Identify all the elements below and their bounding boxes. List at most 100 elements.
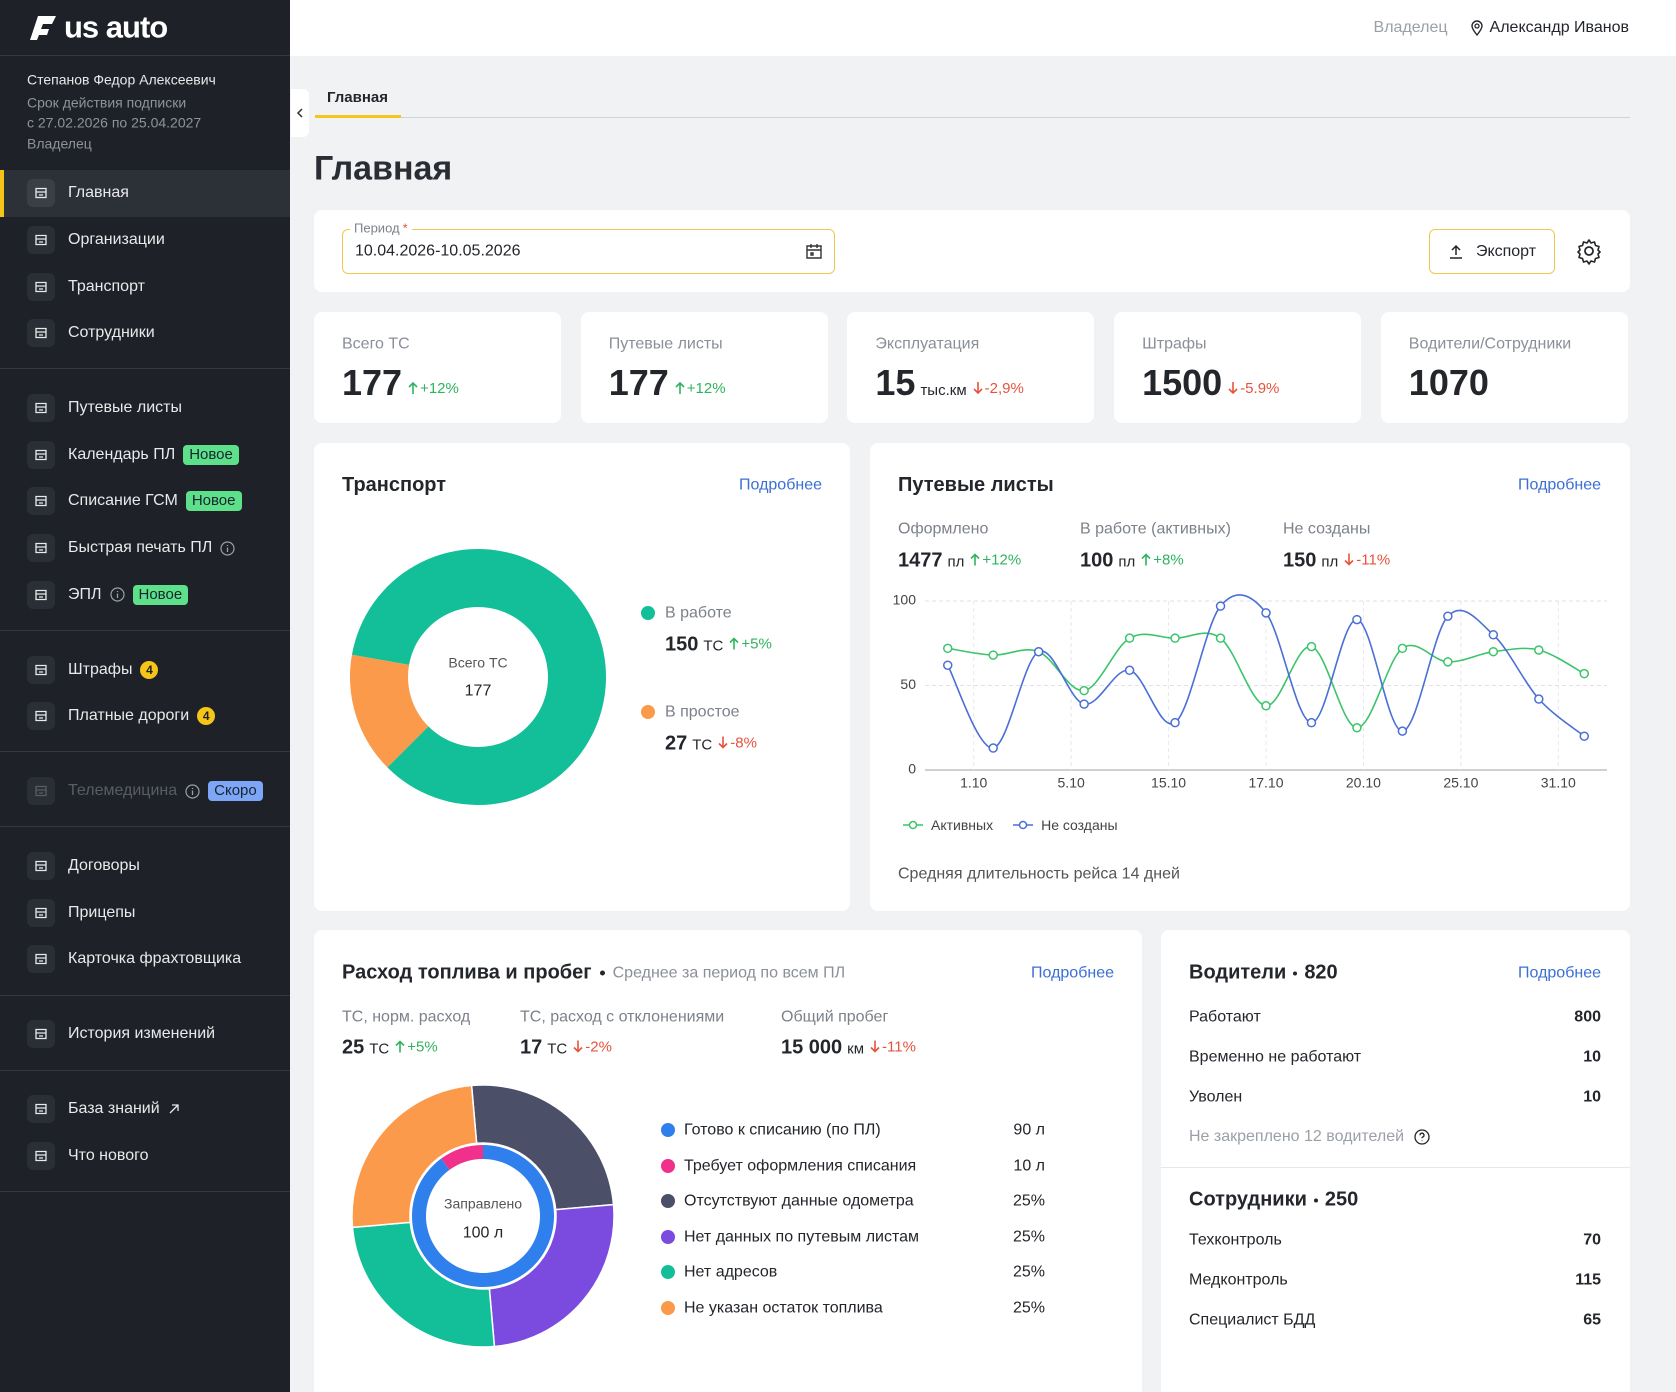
- legend-label: Требует оформления списания: [684, 1156, 917, 1174]
- nav-icon-glyph-part: [35, 861, 47, 872]
- nav-label-row: Быстрая печать ПЛ: [68, 539, 235, 557]
- series-point: [1579, 731, 1590, 741]
- stat-label: Не созданы: [1283, 520, 1371, 538]
- brand: us auto: [64, 9, 168, 45]
- nav-label-row: Прицепы: [68, 904, 135, 922]
- delta-value: -8%: [730, 734, 757, 751]
- delta-value: -5.9%: [1240, 379, 1280, 397]
- nav-item[interactable]: Быстрая печать ПЛ: [0, 525, 290, 572]
- y-tick-label: 100: [893, 592, 917, 608]
- nav-item[interactable]: ЭПЛ Новое: [0, 571, 290, 618]
- nav-item[interactable]: Прицепы: [0, 890, 290, 937]
- nav-item[interactable]: Организации: [0, 217, 290, 264]
- staff-title: Сотрудники: [1189, 1188, 1307, 1211]
- nav-item[interactable]: Что нового: [0, 1133, 290, 1180]
- trend-arrow-part: [675, 381, 685, 394]
- collapse-button[interactable]: [291, 89, 309, 137]
- staff-row-value: 115: [1575, 1271, 1601, 1289]
- stat-value-row: 15 000 км -11%: [781, 1037, 916, 1060]
- tab[interactable]: Главная: [327, 89, 389, 106]
- trend-arrow-part: [408, 381, 418, 394]
- nav-item[interactable]: База знаний: [0, 1086, 290, 1133]
- more-link[interactable]: Подробнее: [1518, 964, 1601, 982]
- donut-center-value: 100 л: [462, 1224, 504, 1242]
- card-title: Расход топлива и пробег: [342, 961, 592, 984]
- nav-label-row: Карточка фрахтовщика: [68, 950, 241, 968]
- staff-row-label: Специалист БДД: [1189, 1311, 1316, 1329]
- kpi-label: Всего ТС: [342, 335, 410, 353]
- nav-icon-glyph-part: [35, 234, 47, 246]
- nav-item[interactable]: Списание ГСМ Новое: [0, 478, 290, 525]
- external-icon: [169, 1104, 179, 1114]
- donut-center-label: Всего ТС: [448, 654, 508, 671]
- stat-value-row: 15 тыс.км -2,9%: [875, 362, 1023, 404]
- more-link[interactable]: Подробнее: [1518, 476, 1601, 494]
- line-chart: 0 50 100 1.10 5.10 15.10 17.10 20.10 25.10 31.10: [893, 592, 1607, 791]
- period-label-row: Период *: [350, 220, 412, 236]
- stat-value-row: 150 ТС +5%: [665, 634, 772, 657]
- nav-label: Календарь ПЛ: [68, 445, 176, 463]
- settings-button[interactable]: [1575, 237, 1603, 265]
- staff-row-label: Техконтроль: [1189, 1231, 1282, 1249]
- sidebar: us auto Степанов Федор Алексеевич Срок дей…: [0, 0, 290, 1392]
- nav-icon-glyph: [35, 403, 47, 414]
- x-tick-label: 25.10: [1443, 775, 1478, 791]
- nav-icon-glyph-part: [35, 711, 47, 722]
- trend-arrow: [1228, 382, 1238, 395]
- trend-arrow-part: [718, 736, 728, 749]
- nav-icon-glyph-part: [35, 589, 47, 600]
- stat-unit: пл: [1118, 553, 1136, 571]
- series-point: [1124, 665, 1135, 676]
- trend-arrow-part: [395, 1040, 405, 1053]
- divider: [0, 55, 290, 56]
- help-icon-part: [1414, 1129, 1430, 1145]
- nav-label: Путевые листы: [68, 399, 182, 417]
- delta: +12%: [970, 551, 1021, 568]
- nav-item[interactable]: Календарь ПЛ Новое: [0, 432, 290, 479]
- stat-value-row: 177 +12%: [609, 362, 726, 404]
- nav-icon: [27, 777, 55, 806]
- nav-item[interactable]: История изменений: [0, 1011, 290, 1058]
- user-name[interactable]: Александр Иванов: [1489, 19, 1629, 36]
- nav-item[interactable]: Сотрудники: [0, 310, 290, 357]
- series-point: [1079, 685, 1089, 696]
- delta: +5%: [729, 635, 772, 652]
- legend-dot: [661, 1229, 675, 1244]
- drivers-row-value: 10: [1583, 1048, 1601, 1066]
- nav-icon-glyph-part: [35, 1150, 47, 1162]
- nav-item[interactable]: Штрафы 4: [0, 646, 290, 693]
- drivers-row-value: 800: [1574, 1008, 1601, 1026]
- nav-icon-glyph: [35, 589, 47, 600]
- account-name: Степанов Федор Алексеевич: [27, 71, 216, 88]
- trend-arrow-part: [729, 637, 739, 650]
- gear-icon-part: [1584, 246, 1594, 256]
- count-badge: 4: [197, 707, 216, 726]
- pin-icon-part: [1473, 23, 1480, 29]
- delta-value: -11%: [882, 1038, 916, 1055]
- nav-item[interactable]: Платные дороги 4: [0, 693, 290, 740]
- nav-item[interactable]: Транспорт: [0, 263, 290, 310]
- chevron: [296, 108, 303, 118]
- info-icon: [185, 784, 200, 799]
- nav-icon-glyph: [35, 1150, 47, 1162]
- stat-label: ТС, норм. расход: [342, 1008, 471, 1026]
- more-link[interactable]: Подробнее: [1031, 964, 1114, 982]
- period-input[interactable]: 10.04.2026-10.05.2026: [342, 229, 835, 274]
- nav-item[interactable]: Карточка фрахтовщика: [0, 936, 290, 983]
- nav-item[interactable]: Главная: [0, 170, 290, 217]
- delta-value: +12%: [982, 551, 1022, 568]
- y-tick-label: 50: [900, 676, 916, 692]
- delta: -5.9%: [1228, 380, 1279, 397]
- trend-arrow-part: [1344, 553, 1354, 566]
- donut-center-label: Заправлено: [444, 1195, 522, 1212]
- more-link[interactable]: Подробнее: [739, 476, 822, 494]
- nav-icon-glyph: [35, 234, 47, 246]
- delta: +12%: [675, 380, 726, 397]
- nav-item[interactable]: Договоры: [0, 843, 290, 890]
- account-role: Владелец: [27, 135, 92, 152]
- nav-icon: [27, 655, 55, 684]
- nav-item[interactable]: Путевые листы: [0, 385, 290, 432]
- nav-icon-glyph: [35, 711, 47, 722]
- nav-badge: Новое: [183, 444, 239, 465]
- export-button[interactable]: Экспорт: [1429, 229, 1555, 274]
